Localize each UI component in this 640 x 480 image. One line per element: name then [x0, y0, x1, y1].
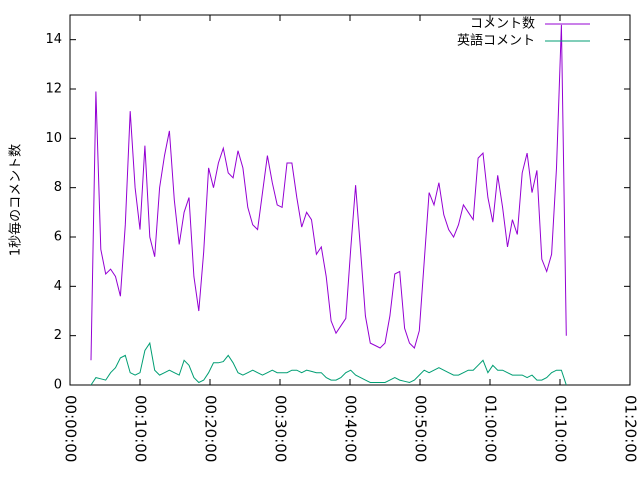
- y-tick-label: 6: [54, 230, 62, 245]
- legend-label: 英語コメント: [457, 33, 535, 49]
- plot-frame: [69, 14, 631, 386]
- y-tick-label: 4: [54, 279, 62, 294]
- x-tick-label: 00:20:00: [202, 395, 220, 462]
- y-tick-label: 0: [54, 378, 62, 393]
- y-axis-label: 1秒毎のコメント数: [8, 144, 24, 256]
- x-tick-label: 00:50:00: [412, 395, 430, 462]
- x-tick-label: 00:30:00: [272, 395, 290, 462]
- x-tick-label: 01:20:00: [622, 395, 640, 462]
- y-tick-label: 2: [54, 328, 62, 343]
- x-tick-label: 01:00:00: [482, 395, 500, 462]
- y-tick-label: 8: [54, 180, 62, 195]
- series-line: [90, 341, 567, 386]
- y-tick-label: 10: [45, 131, 62, 146]
- y-tick-label: 14: [45, 32, 62, 47]
- x-tick-label: 00:10:00: [132, 395, 150, 462]
- x-tick-label: 01:10:00: [552, 395, 570, 462]
- y-tick-label: 12: [45, 82, 62, 97]
- series-line: [90, 24, 567, 361]
- x-tick-label: 00:40:00: [342, 395, 360, 462]
- x-tick-label: 00:00:00: [62, 395, 80, 462]
- legend-label: コメント数: [470, 17, 535, 32]
